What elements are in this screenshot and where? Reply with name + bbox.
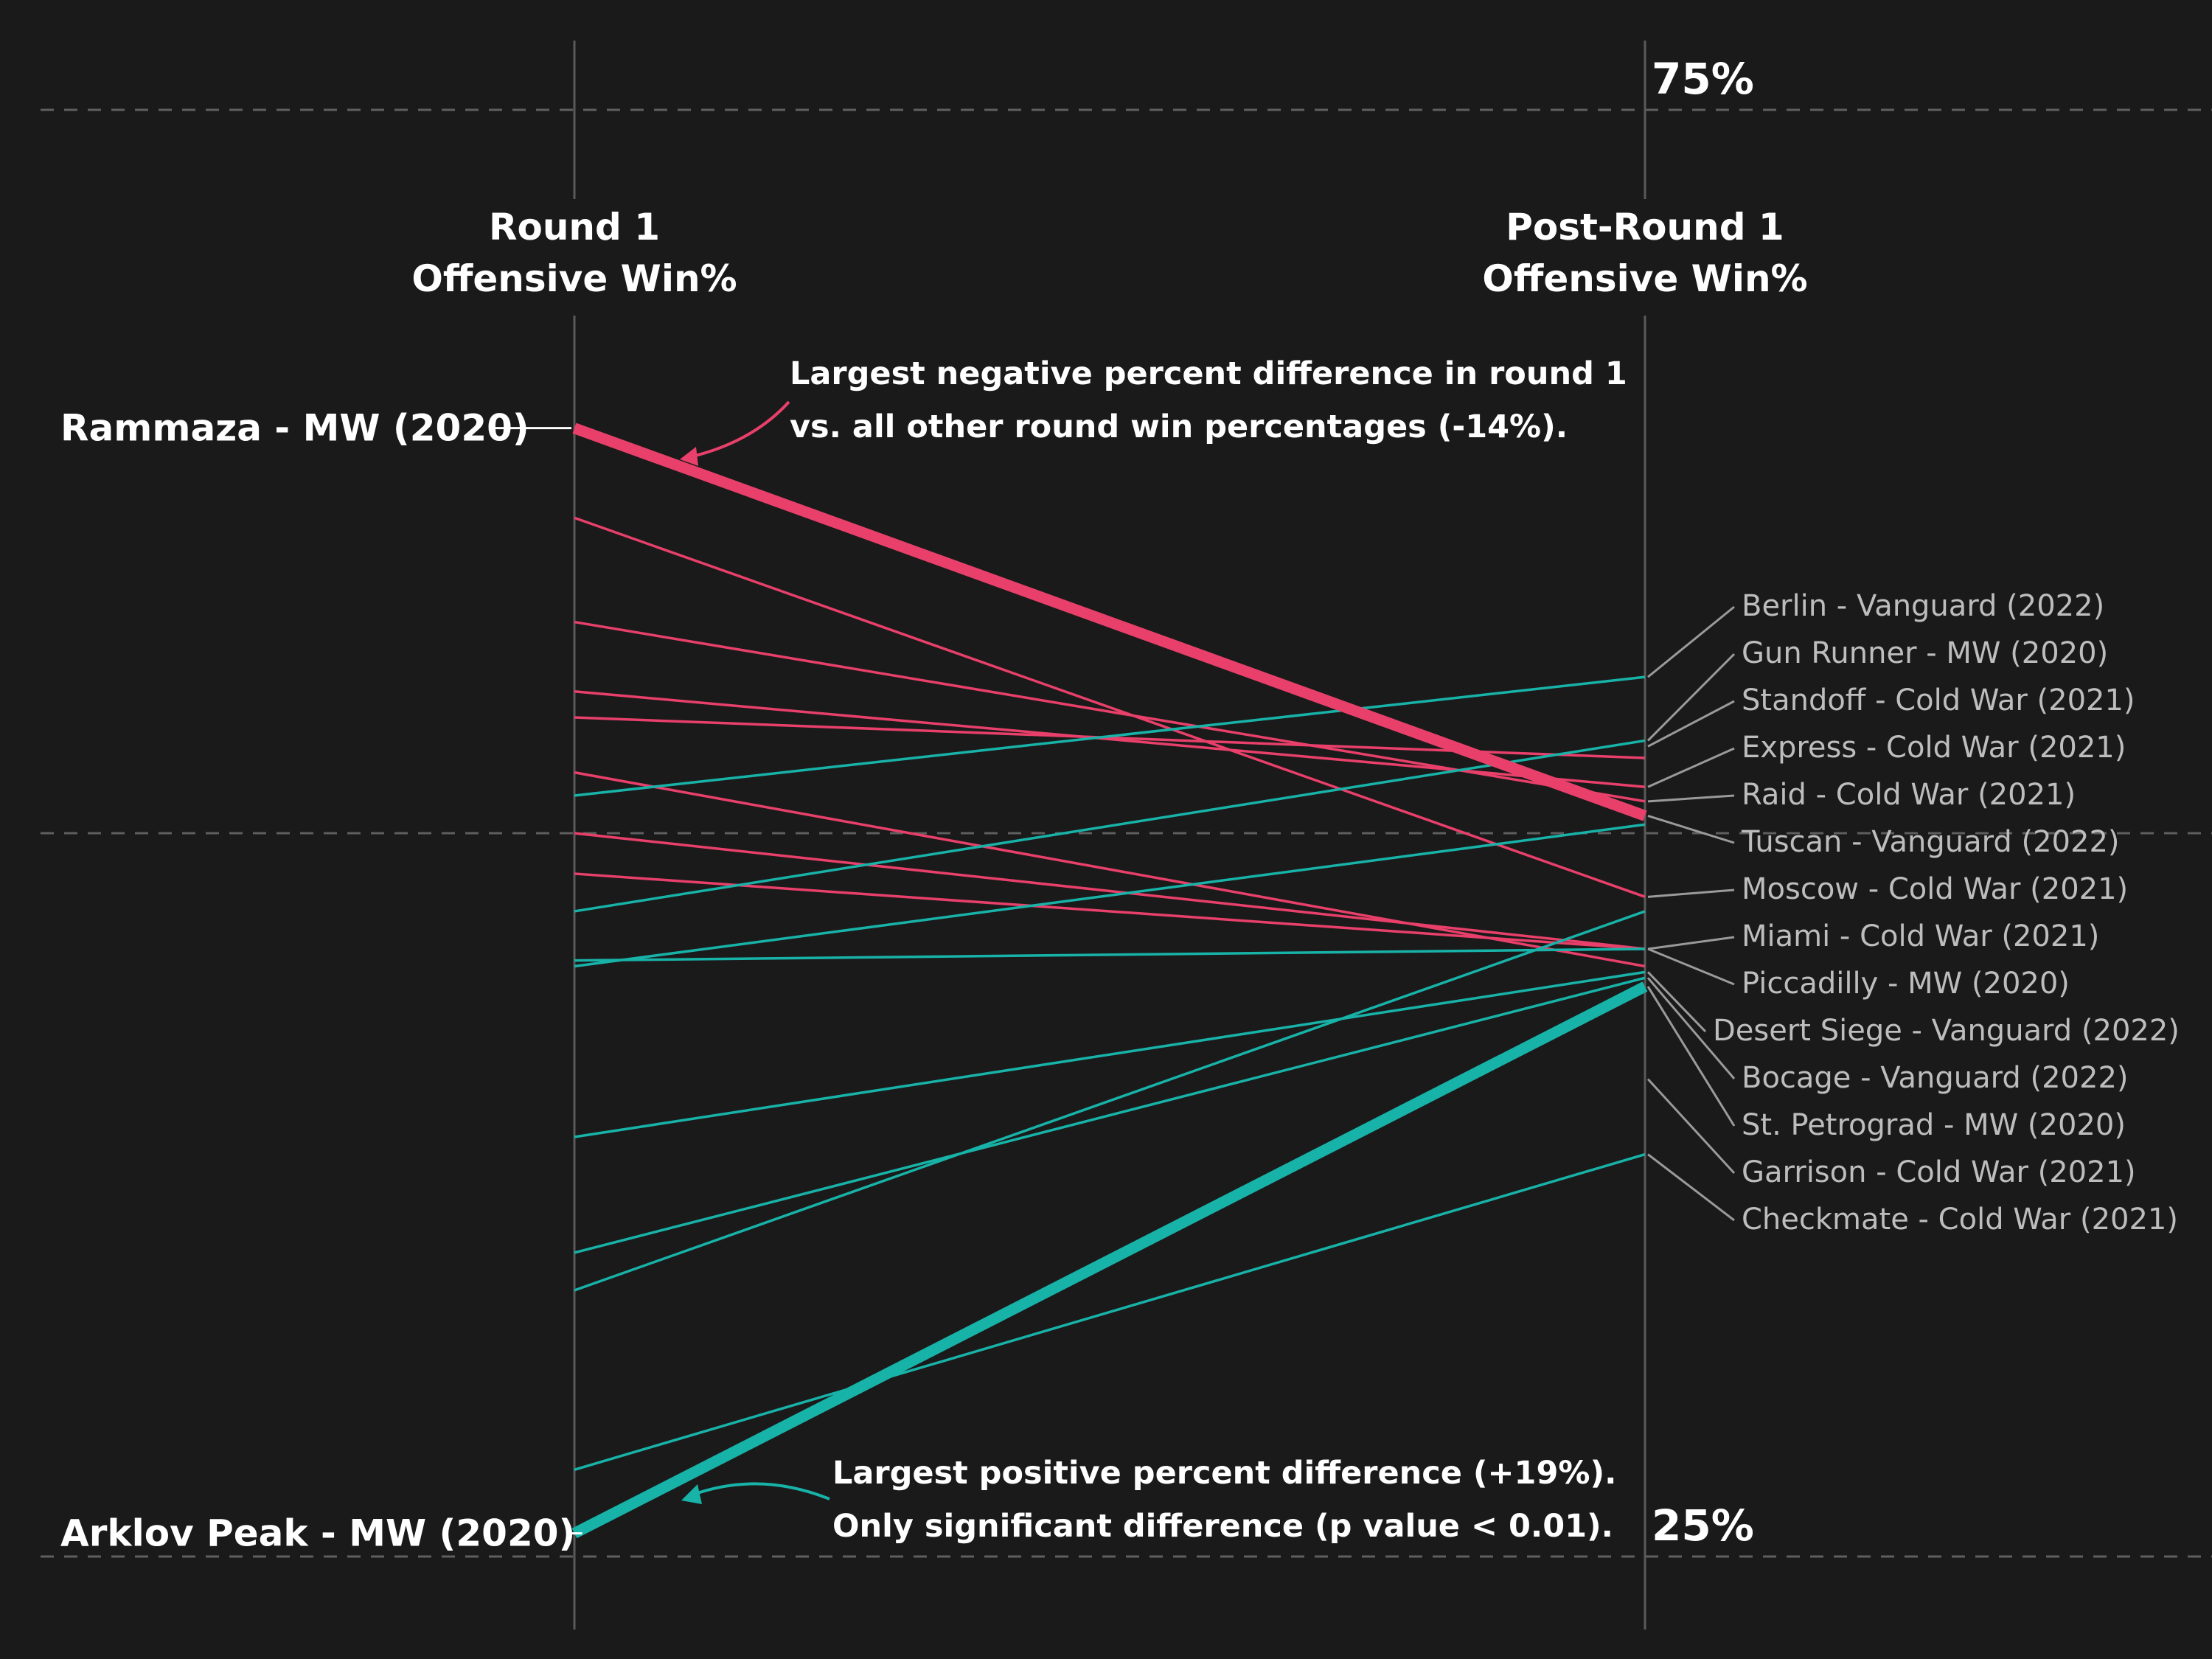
slope-line xyxy=(574,516,1646,898)
right-label-leader xyxy=(1647,888,1735,898)
right-label-leader xyxy=(1646,971,1707,1033)
right-label-leader xyxy=(1646,653,1736,742)
right-label: Miami - Cold War (2021) xyxy=(1742,919,2099,953)
slope-line xyxy=(574,771,1646,968)
annotation-negative-line2: vs. all other round win percentages (-14… xyxy=(790,408,1568,445)
right-label-leader xyxy=(1647,947,1735,986)
grid-layer: 75% 25% xyxy=(41,54,2212,1558)
annotation-positive-line1: Largest positive percent difference (+19… xyxy=(832,1455,1616,1492)
slope-line xyxy=(574,976,1646,1254)
axis-title-2: Post-Round 1 xyxy=(1506,206,1784,248)
right-label-leader xyxy=(1646,977,1736,1079)
reference-label-75: 75% xyxy=(1652,54,1754,104)
slope-line xyxy=(574,872,1646,950)
axis-subtitle-1: Offensive Win% xyxy=(411,257,737,300)
right-label-leader xyxy=(1646,986,1736,1127)
right-label: Gun Runner - MW (2020) xyxy=(1742,636,2108,670)
slope-line xyxy=(574,689,1646,788)
right-label-leader xyxy=(1647,936,1735,950)
right-label: Standoff - Cold War (2021) xyxy=(1742,684,2135,717)
slope-line xyxy=(574,675,1646,797)
slope-line xyxy=(574,823,1646,968)
annotation-layer: Largest negative percent difference in r… xyxy=(680,355,1627,1545)
right-label-leader xyxy=(1647,747,1735,788)
slope-line xyxy=(574,832,1646,950)
right-label-leader xyxy=(1647,605,1735,678)
right-label: Express - Cold War (2021) xyxy=(1742,731,2126,765)
axis-title-1: Round 1 xyxy=(489,206,660,248)
annotation-negative-arrowhead xyxy=(680,447,698,466)
right-label: Berlin - Vanguard (2022) xyxy=(1742,589,2104,623)
slope-line xyxy=(574,947,1646,962)
right-label: Checkmate - Cold War (2021) xyxy=(1742,1203,2178,1237)
annotation-negative-arrow xyxy=(689,400,790,459)
left-label: Arklov Peak - MW (2020) xyxy=(60,1512,575,1555)
right-label-leader xyxy=(1647,700,1735,748)
slope-line xyxy=(574,910,1646,1292)
annotation-positive-line2: Only significant difference (p value < 0… xyxy=(832,1508,1613,1545)
right-label: Garrison - Cold War (2021) xyxy=(1742,1155,2136,1189)
axis-layer: Round 1 Offensive Win% Post-Round 1 Offensi… xyxy=(411,41,1808,1630)
right-label: Bocage - Vanguard (2022) xyxy=(1742,1061,2129,1095)
annotation-positive-arrow xyxy=(692,1482,830,1500)
right-label-leader xyxy=(1647,815,1735,844)
reference-label-25: 25% xyxy=(1652,1500,1754,1551)
line-layer xyxy=(571,422,1648,1539)
right-label-leader xyxy=(1647,794,1735,803)
right-label-leader xyxy=(1647,1153,1735,1222)
axis-subtitle-2: Offensive Win% xyxy=(1482,257,1807,300)
right-label: Moscow - Cold War (2021) xyxy=(1742,872,2128,906)
highlight-line-positive xyxy=(571,981,1648,1539)
slope-line xyxy=(574,970,1646,1138)
left-label: Rammaza - MW (2020) xyxy=(60,407,529,450)
right-label: Desert Siege - Vanguard (2022) xyxy=(1713,1014,2180,1048)
right-label: St. Petrograd - MW (2020) xyxy=(1742,1108,2126,1142)
right-label: Piccadilly - MW (2020) xyxy=(1742,967,2070,1001)
right-label-leader xyxy=(1646,1078,1736,1175)
slope-line xyxy=(574,1152,1646,1471)
slope-line xyxy=(574,739,1646,913)
annotation-positive-arrowhead xyxy=(681,1484,702,1504)
highlight-line-negative xyxy=(572,422,1647,821)
right-label: Raid - Cold War (2021) xyxy=(1742,778,2076,812)
right-label: Tuscan - Vanguard (2022) xyxy=(1741,825,2120,859)
label-layer: Rammaza - MW (2020) Arklov Peak - MW (202… xyxy=(60,407,2180,1555)
annotation-negative-line1: Largest negative percent difference in r… xyxy=(790,355,1627,392)
